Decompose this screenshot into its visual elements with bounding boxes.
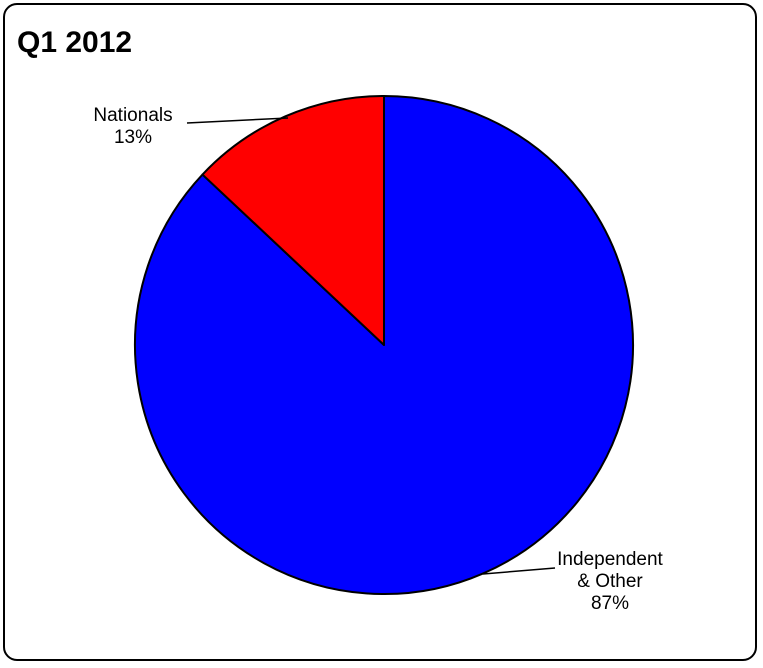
leader-line bbox=[186, 117, 289, 124]
leader-lines bbox=[186, 117, 556, 575]
slice-name-label: & Other bbox=[577, 571, 643, 592]
pie-slice-nationals bbox=[201, 95, 385, 346]
pie-slices bbox=[134, 95, 634, 595]
slice-percent-label: 87% bbox=[591, 593, 629, 614]
slice-percent-label: 13% bbox=[114, 127, 152, 148]
leader-line bbox=[482, 567, 556, 575]
chart-title: Q1 2012 bbox=[17, 26, 132, 59]
slice-name-label: Nationals bbox=[93, 105, 172, 126]
slice-name-label: Independent bbox=[557, 549, 663, 570]
